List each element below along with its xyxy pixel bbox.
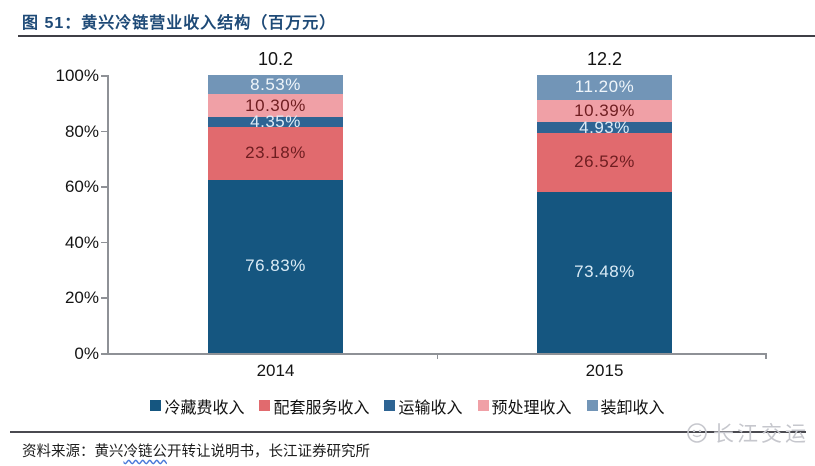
- bar-segment-配套服务收入: 23.18%: [208, 127, 343, 180]
- legend-swatch-icon: [586, 399, 598, 411]
- source-note: 资料来源：黄兴冷链公开转让说明书，长江证券研究所: [22, 440, 370, 461]
- legend-swatch-icon: [259, 399, 271, 411]
- y-axis-tick-label: 40%: [64, 232, 99, 252]
- y-axis-tick-label: 80%: [64, 121, 99, 141]
- header-divider: [18, 35, 815, 37]
- y-axis-tick-label: 0%: [74, 344, 99, 363]
- y-axis-line: [107, 75, 109, 355]
- legend-label: 冷藏费收入: [164, 400, 245, 417]
- legend-label: 配套服务收入: [273, 400, 370, 417]
- source-text-wavy-underline: 冷链公: [123, 444, 168, 460]
- segment-value-label: 11.20%: [574, 77, 635, 97]
- legend-swatch-icon: [384, 399, 396, 411]
- y-axis-tick: [101, 186, 107, 188]
- bar-segment-配套服务收入: 26.52%: [537, 133, 672, 192]
- legend-swatch-icon: [150, 399, 162, 411]
- legend-swatch-icon: [477, 399, 489, 411]
- segment-value-label: 76.83%: [245, 256, 306, 276]
- source-text-suffix: 开转让说明书，长江证券研究所: [167, 444, 370, 460]
- y-axis-tick: [101, 353, 107, 355]
- x-axis-tick: [765, 353, 767, 359]
- chart-legend: 冷藏费收入 配套服务收入 运输收入 预处理收入 装卸收入: [0, 394, 815, 418]
- bar-segment-装卸收入: 11.20%: [537, 75, 672, 100]
- x-axis-tick: [436, 353, 438, 359]
- bar-segment-冷藏费收入: 76.83%: [208, 179, 343, 353]
- y-axis-tick: [101, 130, 107, 133]
- segment-value-label: 73.48%: [574, 262, 635, 282]
- bar-total-label: 10.2: [257, 49, 294, 69]
- segment-value-label: 4.93%: [579, 117, 630, 137]
- y-axis-tick-label: 100%: [55, 66, 99, 85]
- bar-segment-运输收入: 4.93%: [537, 118, 672, 137]
- segment-value-label: 8.53%: [250, 74, 301, 94]
- segment-value-label: 10.30%: [245, 95, 306, 115]
- bar-segment-预处理收入: 10.30%: [208, 94, 343, 118]
- bar-segment-装卸收入: 8.53%: [208, 74, 343, 95]
- y-axis-tick-label: 20%: [64, 288, 99, 308]
- changjiang-watermark: 长江交运: [685, 418, 809, 448]
- stacked-bar-2014: 8.53% 10.30% 4.35% 23.18% 76.83%: [208, 75, 343, 353]
- legend-label: 运输收入: [398, 400, 463, 417]
- segment-value-label: 23.18%: [245, 143, 306, 163]
- stacked-bar-2015: 11.20% 10.39% 4.93% 26.52% 73.48%: [537, 75, 672, 353]
- y-axis-tick: [101, 75, 107, 77]
- x-axis-category-label: 2014: [256, 361, 295, 380]
- bar-segment-冷藏费收入: 73.48%: [537, 191, 672, 353]
- legend-label: 装卸收入: [600, 400, 665, 417]
- legend-item-装卸收入: 装卸收入: [586, 394, 665, 418]
- y-axis-tick: [101, 297, 107, 299]
- segment-value-label: 4.35%: [250, 112, 301, 132]
- y-axis-tick-label: 60%: [64, 177, 99, 197]
- legend-label: 预处理收入: [491, 400, 572, 417]
- bar-total-label: 12.2: [586, 49, 623, 69]
- legend-item-运输收入: 运输收入: [384, 394, 463, 418]
- footer-divider: [10, 431, 806, 433]
- source-text-prefix: 资料来源：黄兴: [22, 444, 124, 460]
- watermark-text: 长江交运: [713, 423, 809, 446]
- bar-segment-预处理收入: 10.39%: [537, 99, 672, 123]
- segment-value-label: 10.39%: [574, 101, 635, 121]
- legend-item-冷藏费收入: 冷藏费收入: [150, 394, 244, 418]
- x-axis-category-label: 2015: [585, 361, 624, 380]
- segment-value-label: 26.52%: [574, 152, 635, 172]
- legend-item-预处理收入: 预处理收入: [477, 394, 572, 418]
- y-axis-tick: [101, 241, 107, 244]
- bar-segment-运输收入: 4.35%: [208, 112, 343, 131]
- legend-item-配套服务收入: 配套服务收入: [259, 394, 369, 418]
- figure-title: 图 51：黄兴冷链营业收入结构（百万元）: [22, 15, 337, 32]
- changjiang-logo-icon: [687, 423, 707, 443]
